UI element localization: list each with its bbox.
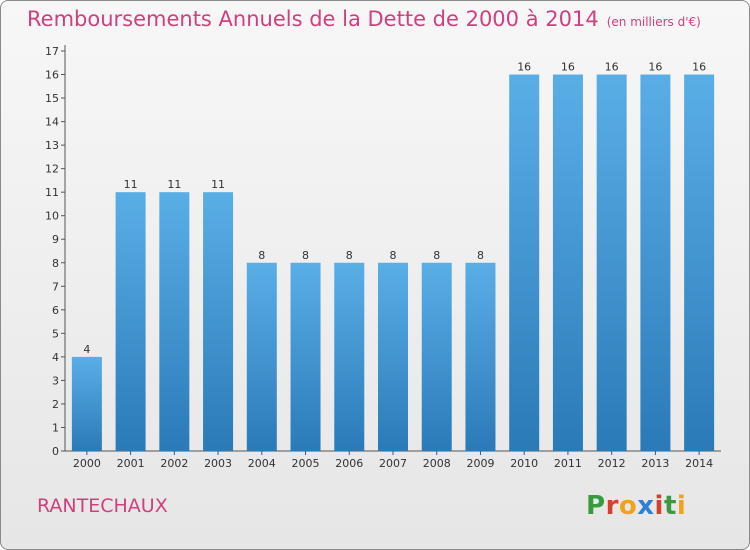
bar-2011 xyxy=(552,74,583,451)
data-label-2005: 8 xyxy=(302,249,309,262)
x-tick-label-2012: 2012 xyxy=(598,457,626,470)
bar-2003 xyxy=(203,192,234,452)
data-label-2010: 16 xyxy=(517,61,531,74)
data-label-2000: 4 xyxy=(83,343,90,356)
y-tick-label: 12 xyxy=(45,163,59,176)
y-tick-label: 4 xyxy=(52,351,59,364)
x-tick-label-2006: 2006 xyxy=(335,457,363,470)
proxiti-logo: Proxiti xyxy=(586,491,686,521)
y-tick-label: 0 xyxy=(52,445,59,458)
x-tick-label-2013: 2013 xyxy=(641,457,669,470)
data-label-2012: 16 xyxy=(605,61,619,74)
data-label-2008: 8 xyxy=(433,249,440,262)
y-tick-label: 7 xyxy=(52,280,59,293)
chart-subtitle: (en milliers d'€) xyxy=(606,15,701,29)
bar-2006 xyxy=(334,262,365,451)
bar-2000 xyxy=(71,356,102,451)
y-tick-label: 9 xyxy=(52,233,59,246)
x-tick-label-2000: 2000 xyxy=(73,457,101,470)
data-label-2003: 11 xyxy=(211,178,225,191)
y-tick-label: 10 xyxy=(45,210,59,223)
data-label-2002: 11 xyxy=(167,178,181,191)
bar-2004 xyxy=(246,262,277,451)
y-tick-label: 16 xyxy=(45,69,59,82)
x-tick-label-2001: 2001 xyxy=(117,457,145,470)
y-tick-label: 6 xyxy=(52,304,59,317)
x-tick-label-2007: 2007 xyxy=(379,457,407,470)
x-tick-label-2010: 2010 xyxy=(510,457,538,470)
data-label-2014: 16 xyxy=(692,61,706,74)
logo-letter: P xyxy=(586,491,606,521)
data-label-2009: 8 xyxy=(477,249,484,262)
y-tick-label: 17 xyxy=(45,45,59,58)
y-tick-label: 13 xyxy=(45,139,59,152)
data-label-2011: 16 xyxy=(561,61,575,74)
bar-2008 xyxy=(421,262,452,451)
y-tick-label: 2 xyxy=(52,398,59,411)
bar-2009 xyxy=(465,262,496,451)
bar-2014 xyxy=(684,74,715,451)
x-tick-label-2011: 2011 xyxy=(554,457,582,470)
data-label-2001: 11 xyxy=(124,178,138,191)
x-tick-label-2004: 2004 xyxy=(248,457,276,470)
logo-letter: x xyxy=(637,491,655,521)
y-tick-label: 15 xyxy=(45,92,59,105)
bar-2005 xyxy=(290,262,321,451)
logo-letter: i xyxy=(654,491,664,521)
logo-letter: i xyxy=(676,491,687,521)
bar-2007 xyxy=(378,262,408,451)
x-tick-label-2009: 2009 xyxy=(466,457,494,470)
data-label-2013: 16 xyxy=(648,61,662,74)
x-tick-label-2002: 2002 xyxy=(160,457,188,470)
x-tick-label-2008: 2008 xyxy=(423,457,451,470)
y-tick-label: 14 xyxy=(45,116,59,129)
bar-2010 xyxy=(509,74,540,451)
data-label-2006: 8 xyxy=(346,249,353,262)
bars xyxy=(71,74,715,452)
chart-header: Remboursements Annuels de la Dette de 20… xyxy=(27,7,701,31)
logo-letter: r xyxy=(605,491,619,521)
y-tick-label: 8 xyxy=(52,257,59,270)
data-label-2004: 8 xyxy=(258,249,265,262)
bar-2001 xyxy=(115,192,146,452)
x-tick-label-2003: 2003 xyxy=(204,457,232,470)
y-tick-label: 1 xyxy=(52,421,59,434)
logo-letter: t xyxy=(663,491,677,521)
y-tick-label: 3 xyxy=(52,374,59,387)
commune-name: RANTECHAUX xyxy=(37,495,168,517)
bar-2013 xyxy=(640,74,671,451)
bar-2012 xyxy=(596,74,627,451)
x-tick-label-2014: 2014 xyxy=(685,457,713,470)
y-tick-label: 5 xyxy=(52,327,59,340)
data-label-2007: 8 xyxy=(390,249,397,262)
logo-letter: o xyxy=(618,491,638,521)
labels: 2000 4 2001 11 2002 11 2003 11 2004 8 2005 8 2006 8 20… xyxy=(73,61,713,470)
y-tick-label: 11 xyxy=(45,186,59,199)
x-tick-label-2005: 2005 xyxy=(292,457,320,470)
bar-2002 xyxy=(159,192,190,452)
chart-title: Remboursements Annuels de la Dette de 20… xyxy=(27,7,599,31)
